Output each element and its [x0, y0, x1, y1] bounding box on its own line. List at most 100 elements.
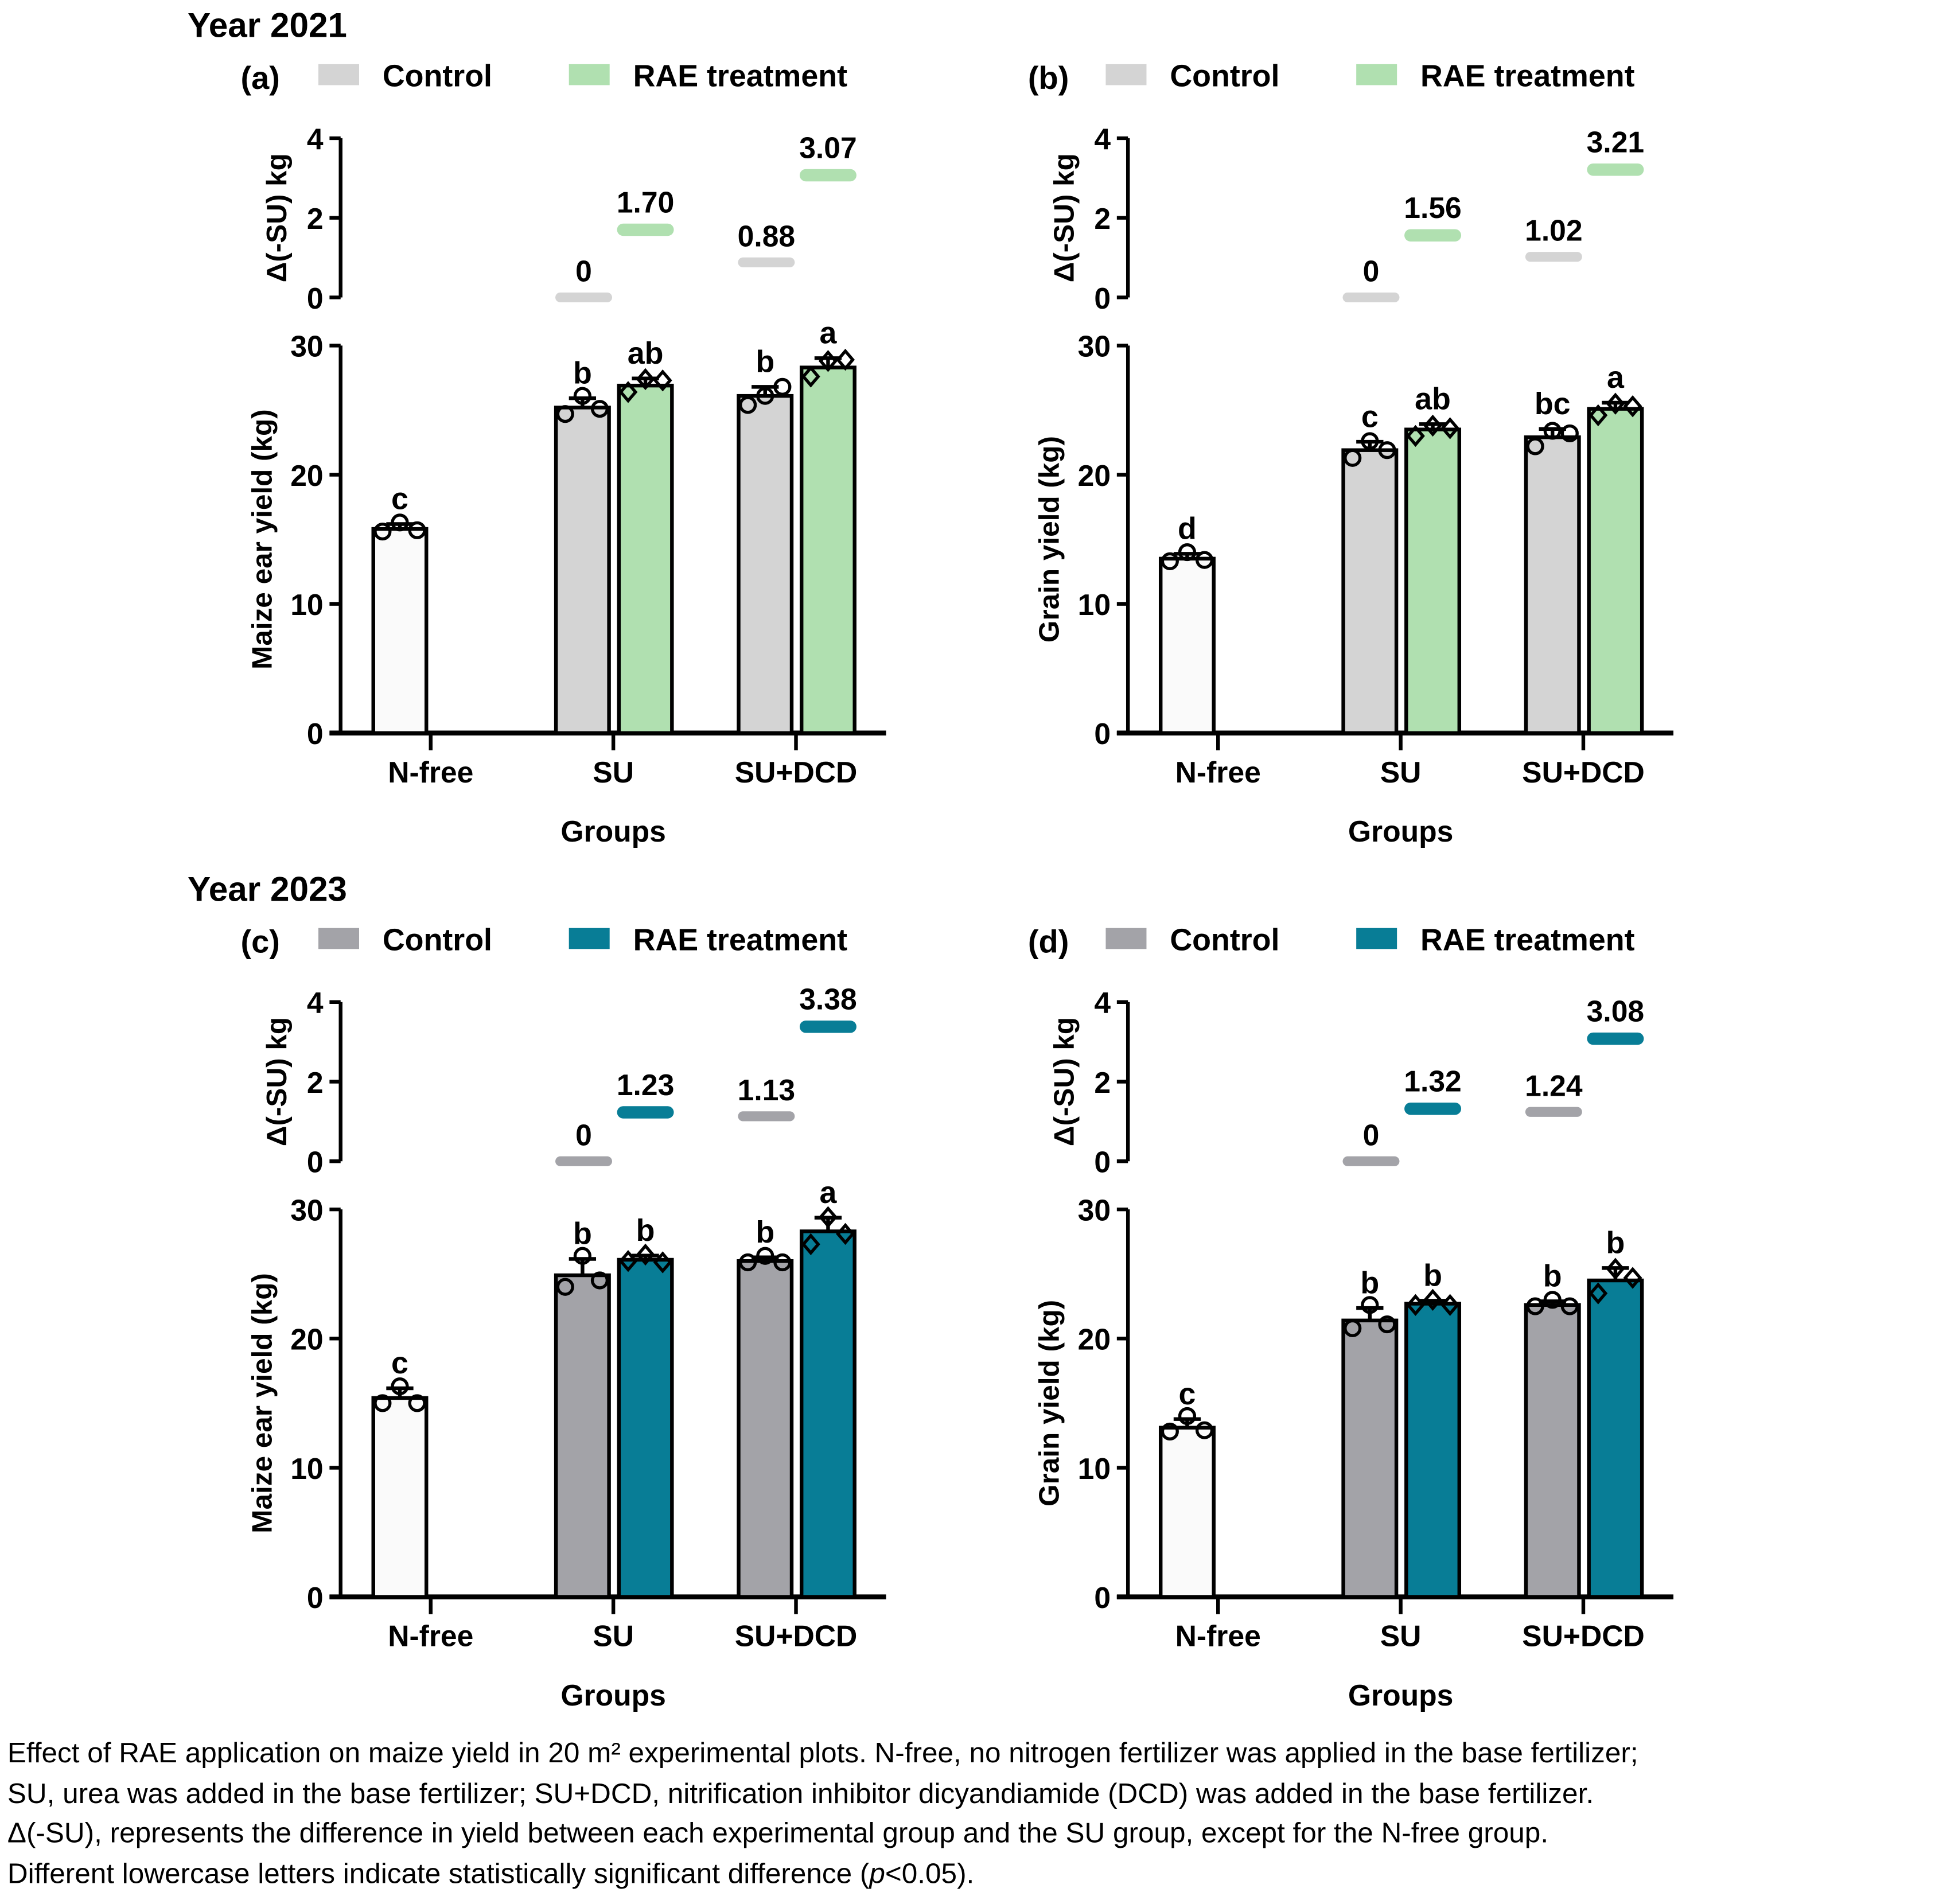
delta-label-rae: 3.08 [1587, 994, 1644, 1027]
y-axis-label: Maize ear yield (kg) [246, 1273, 278, 1533]
bar-nfree [371, 1396, 429, 1599]
delta-label-control: 0 [1363, 1118, 1380, 1151]
delta-bar-rae [799, 1021, 856, 1033]
x-tick-label: SU+DCD [735, 1619, 858, 1653]
delta-label-rae: 1.32 [1404, 1065, 1461, 1098]
legend-swatch-rae [569, 928, 610, 949]
data-point-circle [556, 1278, 574, 1296]
data-point-circle [1526, 437, 1544, 455]
delta-y-tick-label: 0 [307, 282, 324, 315]
data-point-circle [590, 400, 609, 418]
bar-rae [1404, 427, 1462, 735]
bar-nfree [371, 527, 429, 735]
delta-label-rae: 3.07 [799, 131, 856, 164]
bar-control [737, 1259, 794, 1599]
data-point-circle [1378, 441, 1396, 460]
data-point-circle [756, 387, 774, 405]
legend-label-rae: RAE treatment [633, 59, 848, 94]
y-tick-label: 10 [290, 588, 323, 621]
year-title: Year 2023 [188, 869, 347, 908]
significance-letter: d [1178, 512, 1197, 546]
significance-letter: c [1361, 399, 1379, 434]
data-point-circle [1178, 543, 1197, 562]
delta-bar-rae [617, 223, 674, 236]
data-point-circle [1161, 1422, 1179, 1441]
delta-label-rae: 1.23 [617, 1068, 674, 1101]
bar-control [1341, 1318, 1399, 1599]
bar-rae [617, 383, 674, 735]
data-point-diamond [801, 365, 820, 388]
significance-letter: c [391, 1346, 408, 1380]
delta-bar-control [555, 1156, 612, 1166]
caption-line-1: Effect of RAE application on maize yield… [7, 1736, 1638, 1769]
data-point-circle [1378, 1315, 1396, 1334]
data-point-circle [408, 521, 426, 539]
significance-letter: b [1360, 1266, 1379, 1300]
delta-label-rae: 1.70 [617, 185, 674, 219]
delta-label-control: 0 [575, 254, 592, 287]
delta-bar-rae [1404, 229, 1462, 242]
data-point-diamond [1589, 404, 1608, 427]
legend-swatch-control [1105, 928, 1147, 949]
delta-label-control: 0.88 [738, 219, 795, 252]
significance-letter: b [756, 345, 774, 379]
caption-p-symbol: p [869, 1856, 885, 1889]
y-tick-label: 10 [1078, 588, 1111, 621]
data-point-diamond [836, 348, 855, 371]
legend-label-control: Control [383, 922, 492, 957]
y-tick-label: 10 [1078, 1452, 1111, 1485]
legend-label-rae: RAE treatment [1420, 922, 1635, 957]
data-point-circle [1361, 432, 1379, 450]
delta-label-control: 1.13 [738, 1073, 795, 1107]
chart-panel-b: (b) Control RAE treatment 0 2 4 Δ(-SU) kg 0 1.56… [1028, 59, 1674, 848]
significance-letter: b [573, 356, 592, 390]
data-point-circle [373, 522, 392, 541]
bar-control [554, 406, 611, 735]
delta-y-axis-label: Δ(-SU) kg [261, 153, 293, 282]
y-tick-label: 30 [290, 330, 323, 363]
data-point-circle [1161, 552, 1179, 570]
delta-bar-control [738, 257, 795, 267]
panel-label: (c) [240, 924, 279, 960]
delta-y-tick-label: 4 [1094, 122, 1111, 155]
data-point-circle [1344, 449, 1362, 467]
chart-panel-a: Year 2021 (a) Control RAE treatment 0 2 4 Δ(-SU… [188, 6, 886, 848]
data-point-circle [773, 1253, 792, 1272]
significance-letter: b [636, 1213, 655, 1248]
x-tick-label: SU [593, 756, 634, 789]
legend-label-control: Control [383, 59, 492, 94]
delta-label-control: 0 [1363, 254, 1380, 287]
y-tick-label: 30 [1078, 330, 1111, 363]
delta-label-rae: 3.38 [799, 983, 856, 1016]
legend-label-rae: RAE treatment [1420, 59, 1635, 94]
figure-caption: Effect of RAE application on maize yield… [7, 1732, 1933, 1893]
data-point-circle [739, 396, 757, 414]
data-point-diamond [819, 1206, 838, 1228]
data-point-diamond [819, 350, 838, 372]
data-point-diamond [618, 1250, 638, 1272]
data-point-diamond [836, 1222, 855, 1245]
y-tick-label: 0 [307, 717, 324, 750]
caption-line-3: Δ(-SU), represents the difference in yie… [7, 1816, 1549, 1849]
delta-bar-rae [617, 1106, 674, 1119]
data-point-circle [1560, 424, 1579, 443]
data-point-circle [1361, 1296, 1379, 1314]
data-point-circle [556, 405, 574, 423]
charts-canvas: Year 2021 (a) Control RAE treatment 0 2 4 Δ(-SU… [188, 6, 1674, 1712]
significance-letter: b [1543, 1259, 1562, 1293]
y-tick-label: 30 [1078, 1194, 1111, 1227]
significance-letter: a [820, 316, 838, 351]
bar-rae [1404, 1302, 1462, 1599]
significance-letter: ab [1415, 382, 1451, 416]
data-point-circle [391, 513, 409, 532]
caption-line-2: SU, urea was added in the base fertilize… [7, 1776, 1594, 1809]
y-axis-label: Grain yield (kg) [1034, 436, 1065, 643]
data-point-circle [1344, 1319, 1362, 1337]
delta-y-tick-label: 4 [307, 122, 324, 155]
delta-y-tick-label: 2 [307, 1066, 324, 1099]
y-tick-label: 20 [1078, 1323, 1111, 1356]
data-point-diamond [618, 381, 638, 403]
delta-bar-rae [1587, 1032, 1644, 1045]
significance-letter: c [1179, 1377, 1196, 1411]
